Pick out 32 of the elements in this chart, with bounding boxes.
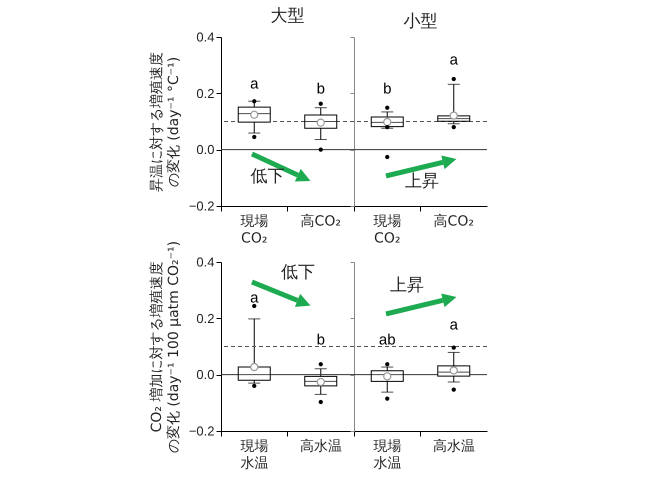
annotation: ab [378, 332, 396, 349]
y-tick-label: −0.2 [188, 198, 214, 214]
y-tick-label: 0.4 [196, 30, 214, 44]
annotation: b [316, 80, 325, 98]
x-tick-label: 高水温 [300, 438, 342, 454]
x-tick-label: 現場CO₂ [373, 214, 402, 246]
x-tick-label: 現場水温 [373, 438, 402, 472]
x-tick-label: 高CO₂ [300, 214, 341, 230]
annotation: a [250, 75, 258, 92]
annotation: b [316, 332, 325, 349]
x-tick-label: 高水温 [432, 438, 475, 454]
x-tick-label: 現場CO₂ [240, 214, 268, 246]
annotation: b [383, 80, 392, 98]
annotation: a [450, 316, 458, 334]
y-tick-label: 0.0 [196, 367, 214, 382]
annotation: 低下 [250, 166, 285, 187]
y-axis-title: 昇温に対する増殖速度の変化 (day⁻¹ °C⁻¹) [148, 52, 182, 192]
annotation: a [450, 52, 458, 69]
y-tick-label: 0.2 [196, 86, 214, 101]
chart-title: 小型 [404, 12, 438, 32]
annotation: 上昇 [404, 172, 439, 192]
annotation: a [250, 289, 258, 306]
x-tick-label: 現場水温 [240, 438, 268, 472]
y-axis-title: CO₂ 増加に対する増殖速度の変化 (day⁻¹ 100 µatm CO₂⁻¹) [148, 240, 182, 454]
y-tick-label: 0.4 [196, 254, 214, 270]
x-tick-label: 高CO₂ [434, 214, 474, 230]
chart-title: 大型 [270, 6, 304, 26]
y-tick-label: 0.2 [196, 310, 214, 326]
y-tick-label: −0.2 [188, 424, 214, 438]
annotation: 低下 [281, 262, 316, 282]
annotation: 上昇 [390, 275, 424, 296]
y-tick-label: 0.0 [196, 142, 214, 158]
